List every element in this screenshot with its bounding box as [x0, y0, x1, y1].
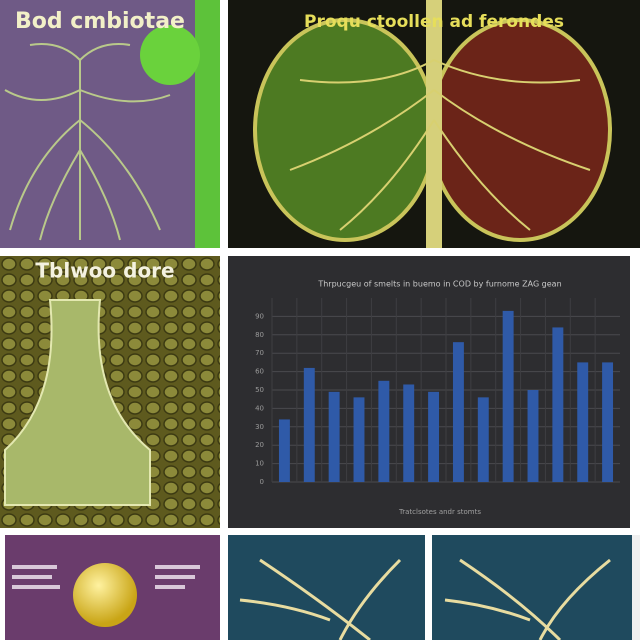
- y-tick-label: 90: [255, 312, 264, 320]
- bar: [303, 367, 315, 482]
- panel-title: Tblwoo dore: [35, 259, 174, 283]
- panel-sphere: [5, 535, 220, 640]
- bar: [378, 380, 390, 482]
- y-tick-label: 80: [255, 331, 264, 339]
- y-tick-label: 20: [255, 441, 264, 449]
- panel-plant: Bod cmbiotae: [0, 0, 220, 248]
- panel-lungs: Proqu ctoollen ad ferondes: [228, 0, 640, 248]
- bar: [552, 327, 564, 482]
- bar: [452, 342, 464, 482]
- y-tick-label: 30: [255, 423, 264, 431]
- y-tick-label: 70: [255, 349, 264, 357]
- bar: [353, 397, 365, 482]
- bar: [502, 310, 514, 482]
- bar: [428, 391, 440, 482]
- y-tick-label: 50: [255, 386, 264, 394]
- bar: [477, 397, 489, 482]
- chart-title: Thrpucgeu of smelts in buemo in COD by f…: [317, 280, 561, 289]
- y-tick-label: 0: [260, 478, 264, 486]
- bar: [577, 362, 589, 482]
- panel-tissue: Tblwoo dore: [0, 256, 220, 528]
- bar: [527, 390, 539, 482]
- y-tick-label: 60: [255, 368, 264, 376]
- y-tick-label: 10: [255, 460, 264, 468]
- panel-title: Bod cmbiotae: [15, 9, 185, 34]
- bar: [328, 391, 340, 482]
- bar: [403, 384, 415, 482]
- y-tick-label: 40: [255, 404, 264, 412]
- panel-title: Proqu ctoollen ad ferondes: [304, 12, 564, 32]
- panel-chart: Thrpucgeu of smelts in buemo in COD by f…: [228, 256, 630, 528]
- bar: [602, 362, 614, 482]
- x-axis-label: Tratclsotes andr stomts: [398, 508, 481, 516]
- panel-branches: [228, 535, 640, 640]
- bar: [278, 419, 290, 482]
